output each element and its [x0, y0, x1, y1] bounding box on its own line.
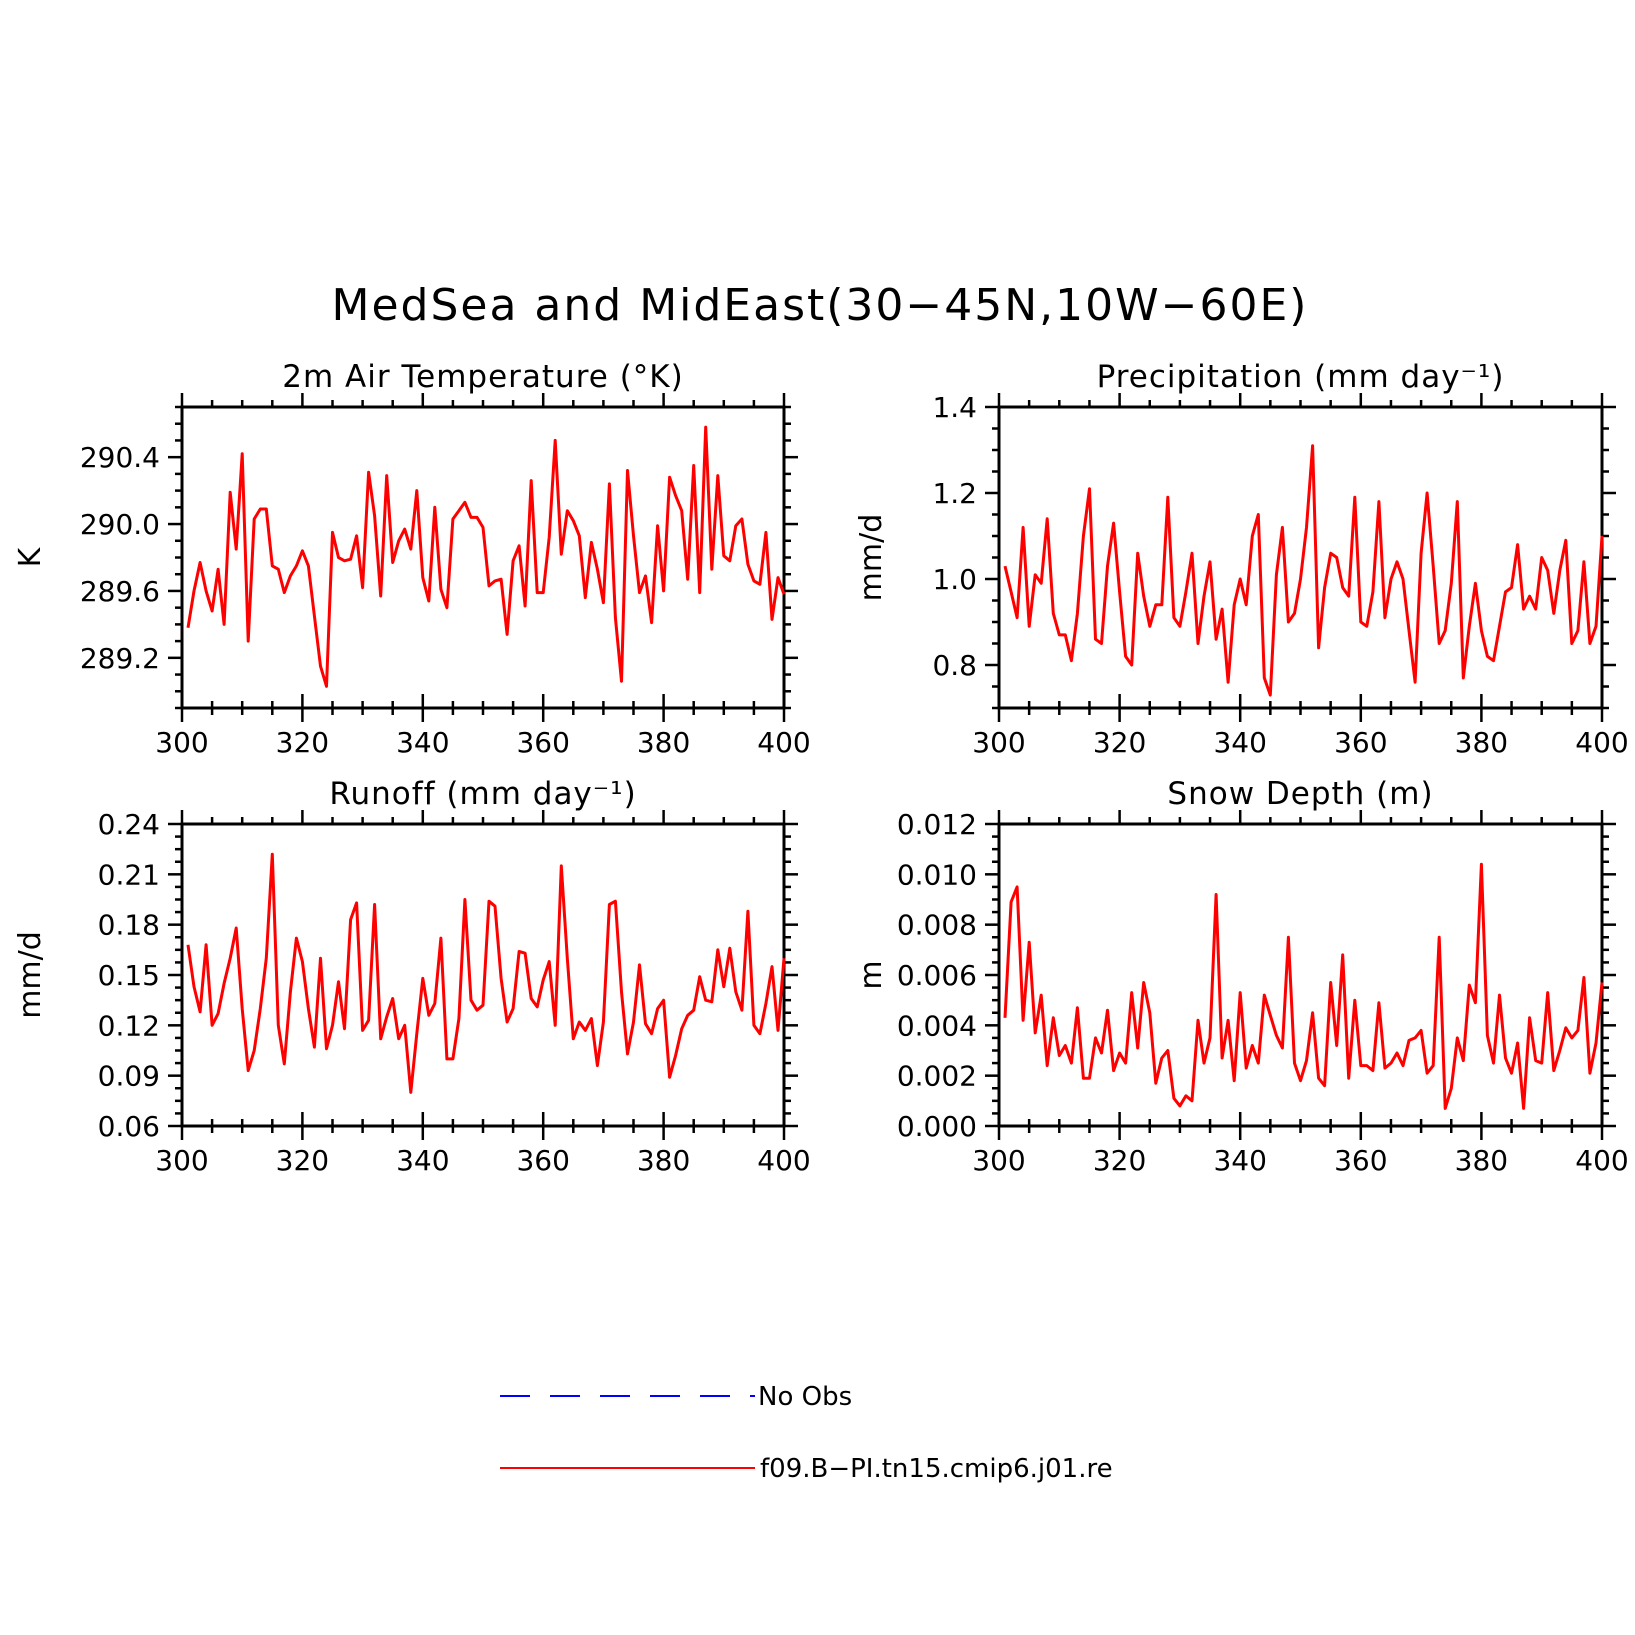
- x-tick-label: 320: [1093, 1144, 1146, 1177]
- y-tick-label: 290.0: [80, 508, 160, 541]
- x-tick-label: 340: [1213, 726, 1266, 759]
- y-tick-label: 1.0: [932, 563, 977, 596]
- x-tick-label: 360: [1334, 726, 1387, 759]
- y-tick-label: 0.06: [98, 1110, 160, 1143]
- panel-title-precipitation: Precipitation (mm day⁻¹): [1097, 359, 1505, 395]
- series-line-runoff: [186, 852, 786, 1094]
- y-tick-label: 1.4: [932, 391, 977, 424]
- x-tick-label: 380: [1455, 726, 1508, 759]
- y-tick-label: 0.004: [897, 1009, 977, 1042]
- figure-title: MedSea and MidEast(30−45N,10W−60E): [332, 280, 1309, 331]
- y-tick-label: 1.2: [932, 477, 977, 510]
- chart-panel-air-temperature: 2m Air Temperature (°K) 300 320 340 360 380 40…: [13, 359, 811, 759]
- chart-panel-precipitation: Precipitation (mm day⁻¹) 300 320 340 360 380 4…: [854, 359, 1629, 759]
- panels-group: 2m Air Temperature (°K) 300 320 340 360 380 40…: [13, 359, 1629, 1177]
- y-tick-label: 0.006: [897, 959, 977, 992]
- y-tick-label: 0.012: [897, 808, 977, 841]
- y-tick-label: 0.18: [98, 909, 160, 942]
- y-tick-label: 0.12: [98, 1009, 160, 1042]
- chart-panel-snow-depth: Snow Depth (m) 300 320 340 360 380 400 0.000 0.0…: [854, 776, 1629, 1177]
- y-tick-label: 289.6: [80, 575, 160, 608]
- panel-title-air-temperature: 2m Air Temperature (°K): [282, 359, 683, 395]
- x-tick-label: 400: [1575, 1144, 1628, 1177]
- x-tick-label: 300: [155, 726, 208, 759]
- x-tick-label: 340: [396, 726, 449, 759]
- y-tick-label: 290.4: [80, 441, 160, 474]
- series-line-air-temperature: [186, 425, 786, 688]
- x-tick-label: 380: [637, 726, 690, 759]
- x-tick-label: 300: [972, 726, 1025, 759]
- y-tick-label: 0.000: [897, 1110, 977, 1143]
- x-tick-label: 400: [757, 1144, 810, 1177]
- y-tick-label: 0.15: [98, 959, 160, 992]
- y-tick-label: 0.09: [98, 1060, 160, 1093]
- series-line-snow-depth: [1003, 862, 1604, 1110]
- x-tick-label: 300: [155, 1144, 208, 1177]
- x-tick-label: 360: [1334, 1144, 1387, 1177]
- x-tick-label: 320: [276, 1144, 329, 1177]
- x-tick-label: 360: [516, 1144, 569, 1177]
- y-tick-label: 0.002: [897, 1060, 977, 1093]
- x-tick-label: 320: [1093, 726, 1146, 759]
- y-axis-label-precipitation: mm/d: [854, 514, 889, 602]
- legend-label-model: f09.B−PI.tn15.cmip6.j01.re: [760, 1454, 1113, 1484]
- panel-title-snow-depth: Snow Depth (m): [1167, 776, 1433, 812]
- x-tick-label: 360: [516, 726, 569, 759]
- y-tick-label: 0.010: [897, 858, 977, 891]
- x-tick-label: 300: [972, 1144, 1025, 1177]
- legend: No Obs f09.B−PI.tn15.cmip6.j01.re: [500, 1382, 1113, 1484]
- x-tick-label: 400: [757, 726, 810, 759]
- y-axis-label-air-temperature: K: [13, 546, 48, 567]
- x-tick-label: 320: [276, 726, 329, 759]
- series-line-precipitation: [1003, 444, 1604, 697]
- y-tick-label: 0.008: [897, 909, 977, 942]
- x-tick-label: 380: [637, 1144, 690, 1177]
- y-tick-label: 0.8: [932, 649, 977, 682]
- x-tick-label: 340: [396, 1144, 449, 1177]
- panel-title-runoff: Runoff (mm day⁻¹): [329, 776, 636, 812]
- y-tick-label: 0.24: [98, 808, 160, 841]
- y-axis-label-runoff: mm/d: [13, 931, 48, 1019]
- y-tick-label: 0.21: [98, 858, 160, 891]
- y-tick-label: 289.2: [80, 642, 160, 675]
- x-tick-label: 400: [1575, 726, 1628, 759]
- legend-label-obs: No Obs: [758, 1382, 852, 1412]
- x-tick-label: 340: [1213, 1144, 1266, 1177]
- chart-panel-runoff: Runoff (mm day⁻¹) 300 320 340 360 380 400 0.06 0…: [13, 776, 811, 1177]
- plot-frame-precipitation: [997, 405, 1604, 710]
- x-tick-label: 380: [1455, 1144, 1508, 1177]
- y-axis-label-snow-depth: m: [854, 960, 889, 989]
